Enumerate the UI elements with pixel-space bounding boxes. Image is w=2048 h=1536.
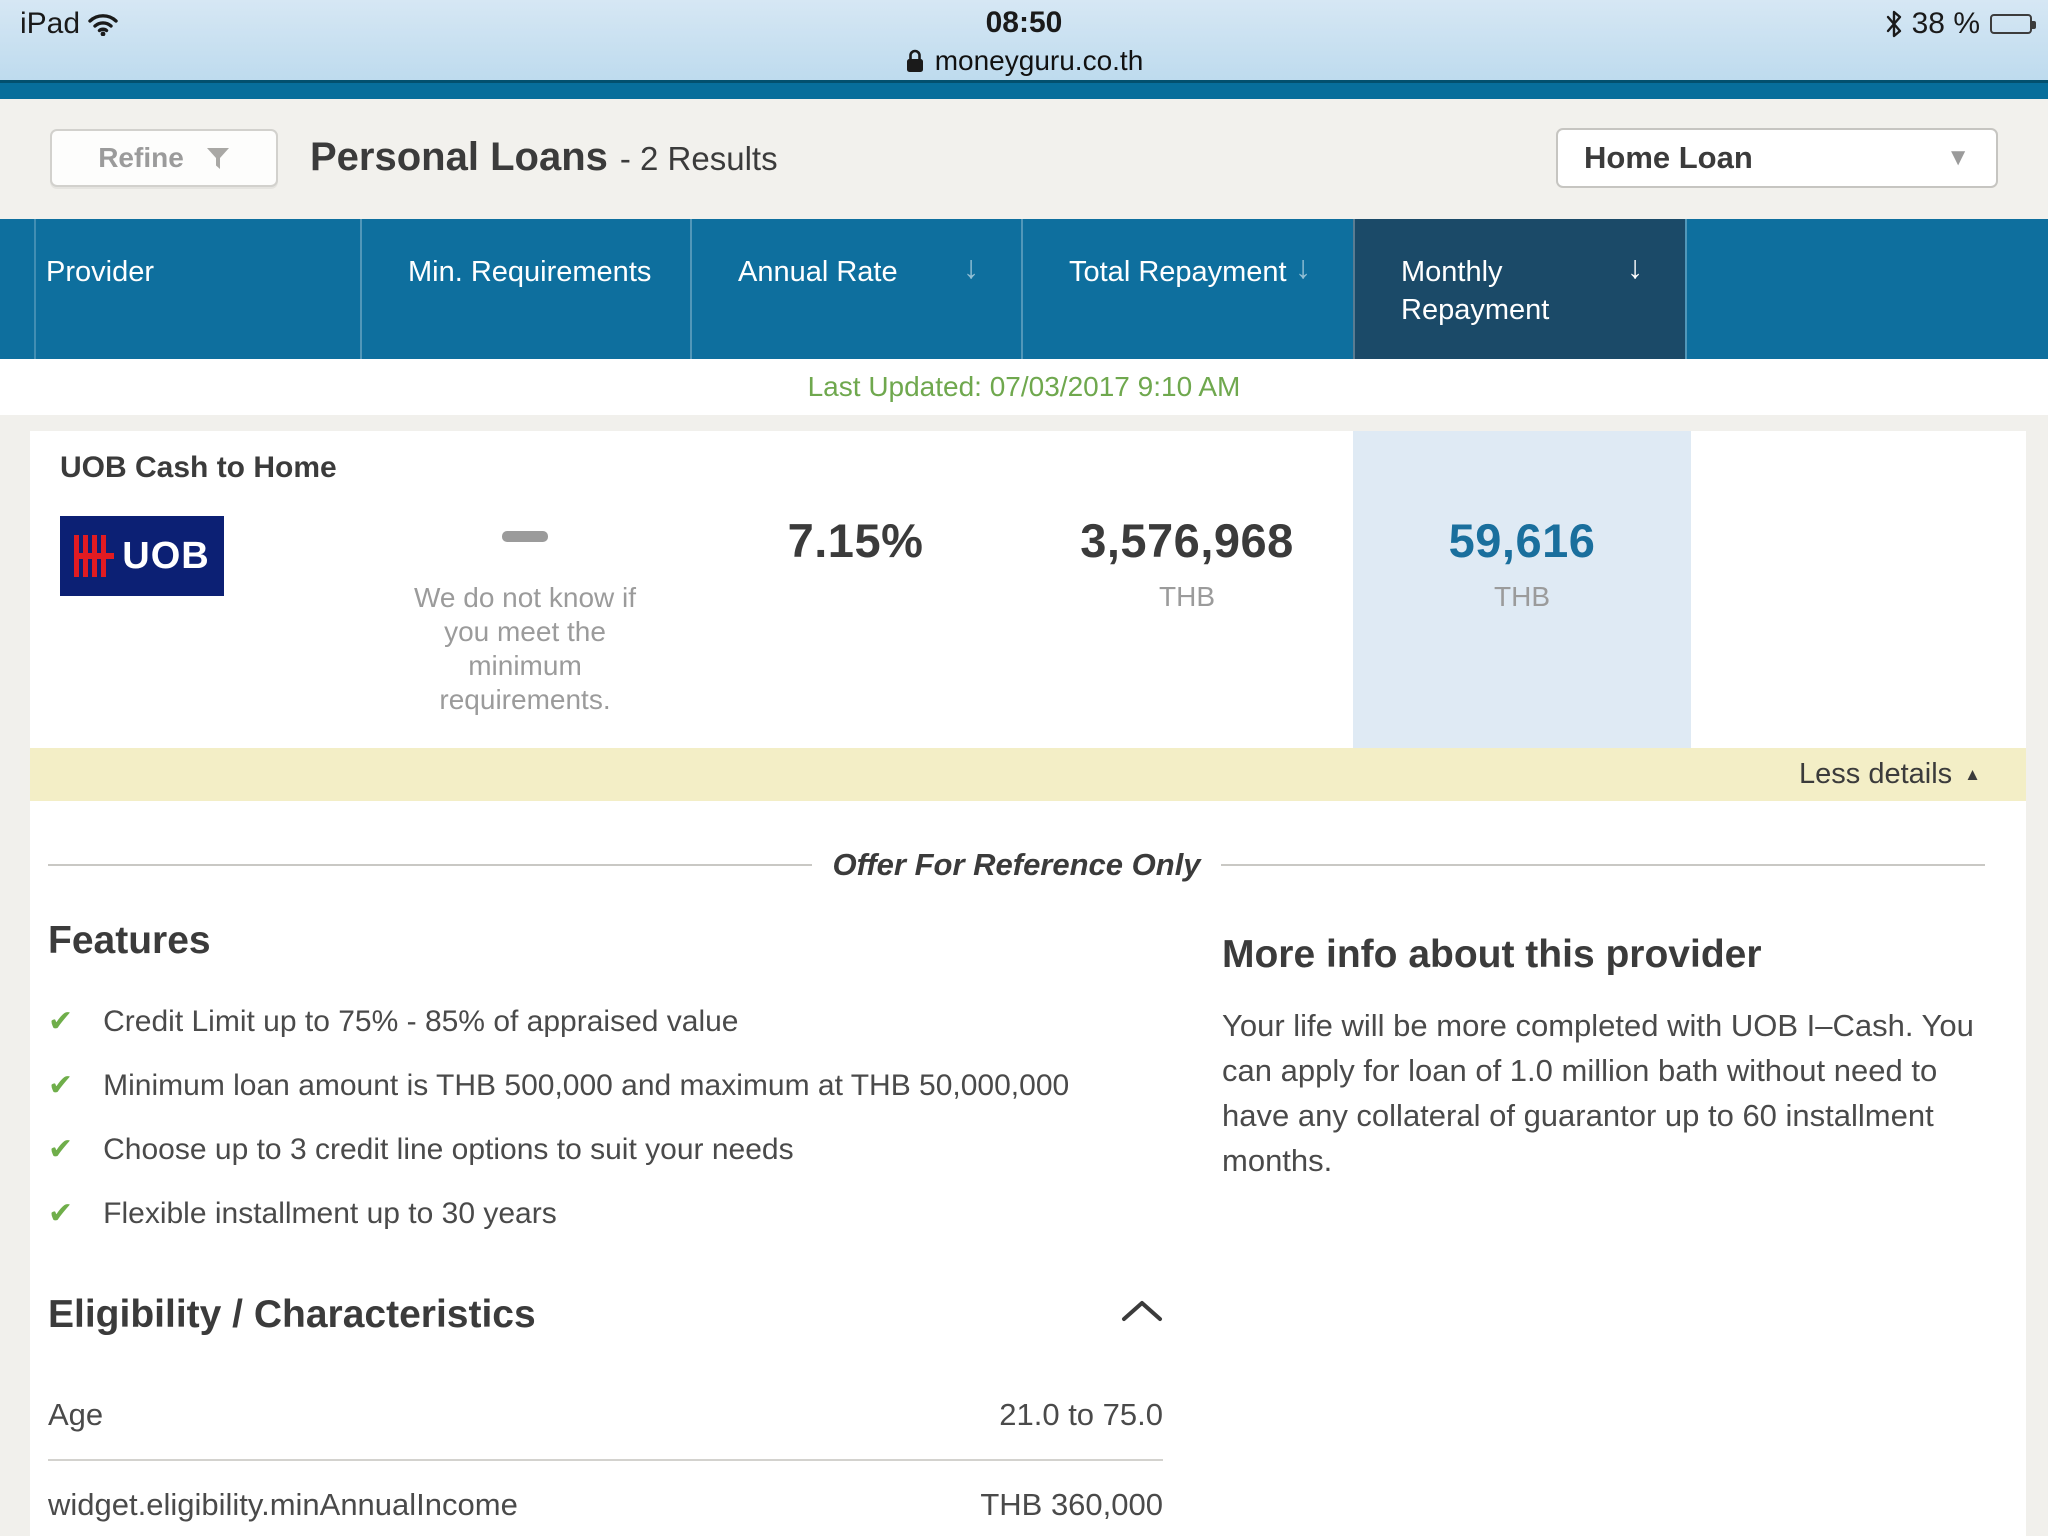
feature-text: Flexible installment up to 30 years [103, 1197, 557, 1230]
monthly-repayment-currency: THB [1494, 581, 1550, 612]
last-updated-text: Last Updated: 07/03/2017 9:10 AM [807, 371, 1241, 402]
column-label: Min. Requirements [408, 256, 652, 288]
less-details-button[interactable]: Less details ▲ [30, 748, 2026, 801]
more-info-body: Your life will be more completed with UO… [1222, 1008, 1974, 1178]
check-icon: ✔ [48, 1197, 74, 1230]
clock: 08:50 [985, 6, 1063, 39]
check-icon: ✔ [48, 1069, 74, 1102]
less-details-label: Less details [1799, 758, 1953, 790]
loan-category-selected: Home Loan [1584, 140, 1753, 175]
column-header-min-requirements: Min. Requirements [360, 219, 690, 359]
feature-item: ✔ Credit Limit up to 75% - 85% of apprai… [48, 1003, 1163, 1040]
monthly-repayment-cell: 59,616 THB [1353, 431, 1691, 748]
collapse-up-icon: ▲ [1964, 764, 1981, 784]
column-header-empty [1685, 219, 2048, 359]
eligibility-collapse-chevron-icon[interactable] [1120, 1299, 1164, 1323]
refine-label: Refine [98, 142, 184, 173]
eligibility-label: widget.eligibility.minAnnualIncome [48, 1487, 518, 1522]
feature-text: Choose up to 3 credit line options to su… [103, 1133, 794, 1166]
comparison-table-header: Provider Min. Requirements Annual Rate ↓… [0, 219, 2048, 359]
more-info-heading: More info about this provider [1222, 933, 1762, 976]
min-requirements-note: We do not know if you meet the minimum r… [413, 582, 637, 715]
column-label: Provider [46, 256, 154, 288]
annual-rate-value: 7.15% [787, 514, 924, 567]
annual-rate-cell: 7.15% [690, 431, 1021, 748]
sort-down-icon[interactable]: ↓ [1627, 249, 1643, 285]
battery-percent-label: 38 % [1911, 7, 1980, 40]
lock-icon [905, 48, 925, 74]
total-repayment-cell: 3,576,968 THB [1021, 431, 1353, 748]
features-heading: Features [48, 919, 211, 962]
page-top-strip [0, 80, 2048, 99]
check-icon: ✔ [48, 1133, 74, 1166]
offer-name: UOB Cash to Home [60, 451, 337, 484]
column-header-provider: Provider [0, 219, 360, 359]
loan-offer-card: UOB Cash to Home UOB We do not know if y… [30, 431, 2026, 1536]
uob-logo-text: UOB [122, 534, 210, 577]
column-label: Annual Rate [738, 256, 898, 288]
column-header-total-repayment[interactable]: Total Repayment ↓ [1021, 219, 1353, 359]
uob-brand-icon [74, 535, 115, 577]
uob-logo: UOB [60, 516, 224, 596]
features-list: ✔ Credit Limit up to 75% - 85% of apprai… [48, 1003, 1163, 1259]
wifi-icon [88, 13, 118, 36]
carrier-label: iPad [20, 7, 81, 40]
battery-icon [1990, 14, 2036, 34]
chevron-down-icon: ▼ [1946, 144, 1970, 171]
feature-text: Minimum loan amount is THB 500,000 and m… [103, 1069, 1070, 1102]
feature-item: ✔ Choose up to 3 credit line options to … [48, 1131, 1163, 1168]
eligibility-heading: Eligibility / Characteristics [48, 1293, 536, 1336]
dash-icon [502, 531, 548, 542]
row-divider [48, 1459, 1163, 1461]
address-bar[interactable]: moneyguru.co.th [0, 42, 2048, 80]
reference-note: Offer For Reference Only [832, 847, 1201, 882]
bluetooth-icon [1886, 10, 1902, 38]
column-header-annual-rate[interactable]: Annual Rate ↓ [690, 219, 1021, 359]
total-repayment-currency: THB [1159, 581, 1215, 612]
column-label: Total Repayment [1069, 256, 1287, 288]
min-requirements-cell: We do not know if you meet the minimum r… [360, 431, 690, 748]
monthly-repayment-value: 59,616 [1448, 514, 1596, 567]
feature-text: Credit Limit up to 75% - 85% of appraise… [103, 1005, 739, 1038]
eligibility-label: Age [48, 1397, 104, 1432]
page-title: Personal Loans [310, 135, 608, 179]
page-header: Refine Personal Loans - 2 Results Home L… [0, 99, 2048, 219]
provider-cell: UOB [30, 431, 360, 748]
ios-status-bar: iPad 08:50 38 % [0, 0, 2048, 80]
eligibility-row-age: Age 21.0 to 75.0 [48, 1397, 1163, 1433]
column-header-monthly-repayment[interactable]: Monthly Repayment ↓ [1353, 219, 1685, 359]
sort-down-icon[interactable]: ↓ [963, 249, 979, 285]
eligibility-value: THB 360,000 [980, 1487, 1163, 1522]
filter-funnel-icon [206, 147, 230, 170]
loan-category-dropdown[interactable]: Home Loan ▼ [1556, 128, 1998, 188]
total-repayment-value: 3,576,968 [1080, 514, 1294, 567]
eligibility-value: 21.0 to 75.0 [999, 1397, 1163, 1432]
column-separator [34, 219, 36, 359]
status-row: iPad 08:50 38 % [0, 0, 2048, 44]
feature-item: ✔ Minimum loan amount is THB 500,000 and… [48, 1067, 1163, 1104]
url-text: moneyguru.co.th [934, 45, 1144, 76]
reference-divider: Offer For Reference Only [48, 847, 1986, 883]
refine-button[interactable]: Refine [50, 129, 278, 187]
eligibility-row-min-annual-income: widget.eligibility.minAnnualIncome THB 3… [48, 1487, 1163, 1523]
results-count: - 2 Results [619, 140, 778, 177]
sort-down-icon[interactable]: ↓ [1295, 249, 1311, 285]
last-updated-band: Last Updated: 07/03/2017 9:10 AM [0, 359, 2048, 415]
column-label: Monthly Repayment [1401, 256, 1550, 326]
feature-item: ✔ Flexible installment up to 30 years [48, 1195, 1163, 1232]
check-icon: ✔ [48, 1005, 74, 1038]
